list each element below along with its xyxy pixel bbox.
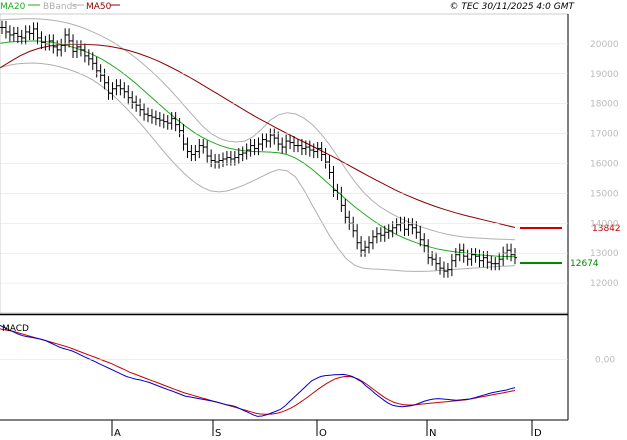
y-tick-label: 14000 — [590, 219, 619, 229]
signal-line — [0, 328, 516, 415]
y-tick-label: 17000 — [590, 130, 619, 140]
x-tick-label: S — [215, 428, 221, 439]
y-tick-label: 16000 — [590, 160, 619, 170]
x-tick-label: D — [534, 428, 542, 439]
legend-bbands-label: BBands — [43, 2, 77, 12]
y-tick-label: 12000 — [590, 279, 619, 289]
macd-panel — [0, 325, 516, 417]
y-tick-label: 18000 — [590, 100, 619, 110]
y-tick-label: 20000 — [590, 40, 619, 50]
ma20-line — [0, 40, 516, 258]
legend-ma20-label: MA20 — [0, 2, 26, 12]
x-tick-label: N — [429, 428, 436, 439]
legend-ma50-label: MA50 — [86, 2, 112, 12]
ma20-last-value: 12674 — [570, 259, 599, 269]
macd-title: MACD — [2, 324, 29, 334]
bbands-upper-line — [0, 18, 516, 241]
y-tick-label: 13000 — [590, 249, 619, 259]
y-tick-label: 19000 — [590, 70, 619, 80]
x-tick-label: O — [319, 428, 327, 439]
macd-tick-label: 0.00 — [595, 356, 615, 366]
y-tick-label: 15000 — [590, 189, 619, 199]
axes: 12000 13000 14000 15000 16000 17000 18000 19000… — [0, 13, 619, 439]
macd-line — [0, 325, 516, 417]
bbands-lower-line — [0, 62, 516, 272]
ma50-line — [0, 43, 516, 228]
legend: MA20 BBands MA50 © TEC 30/11/2025 4:0 GM… — [0, 2, 575, 12]
price-panel: 13842 12674 — [0, 18, 621, 278]
x-tick-label: A — [114, 428, 121, 439]
ma50-last-value: 13842 — [592, 224, 621, 234]
copyright: © TEC 30/11/2025 4:0 GMT — [449, 2, 575, 12]
